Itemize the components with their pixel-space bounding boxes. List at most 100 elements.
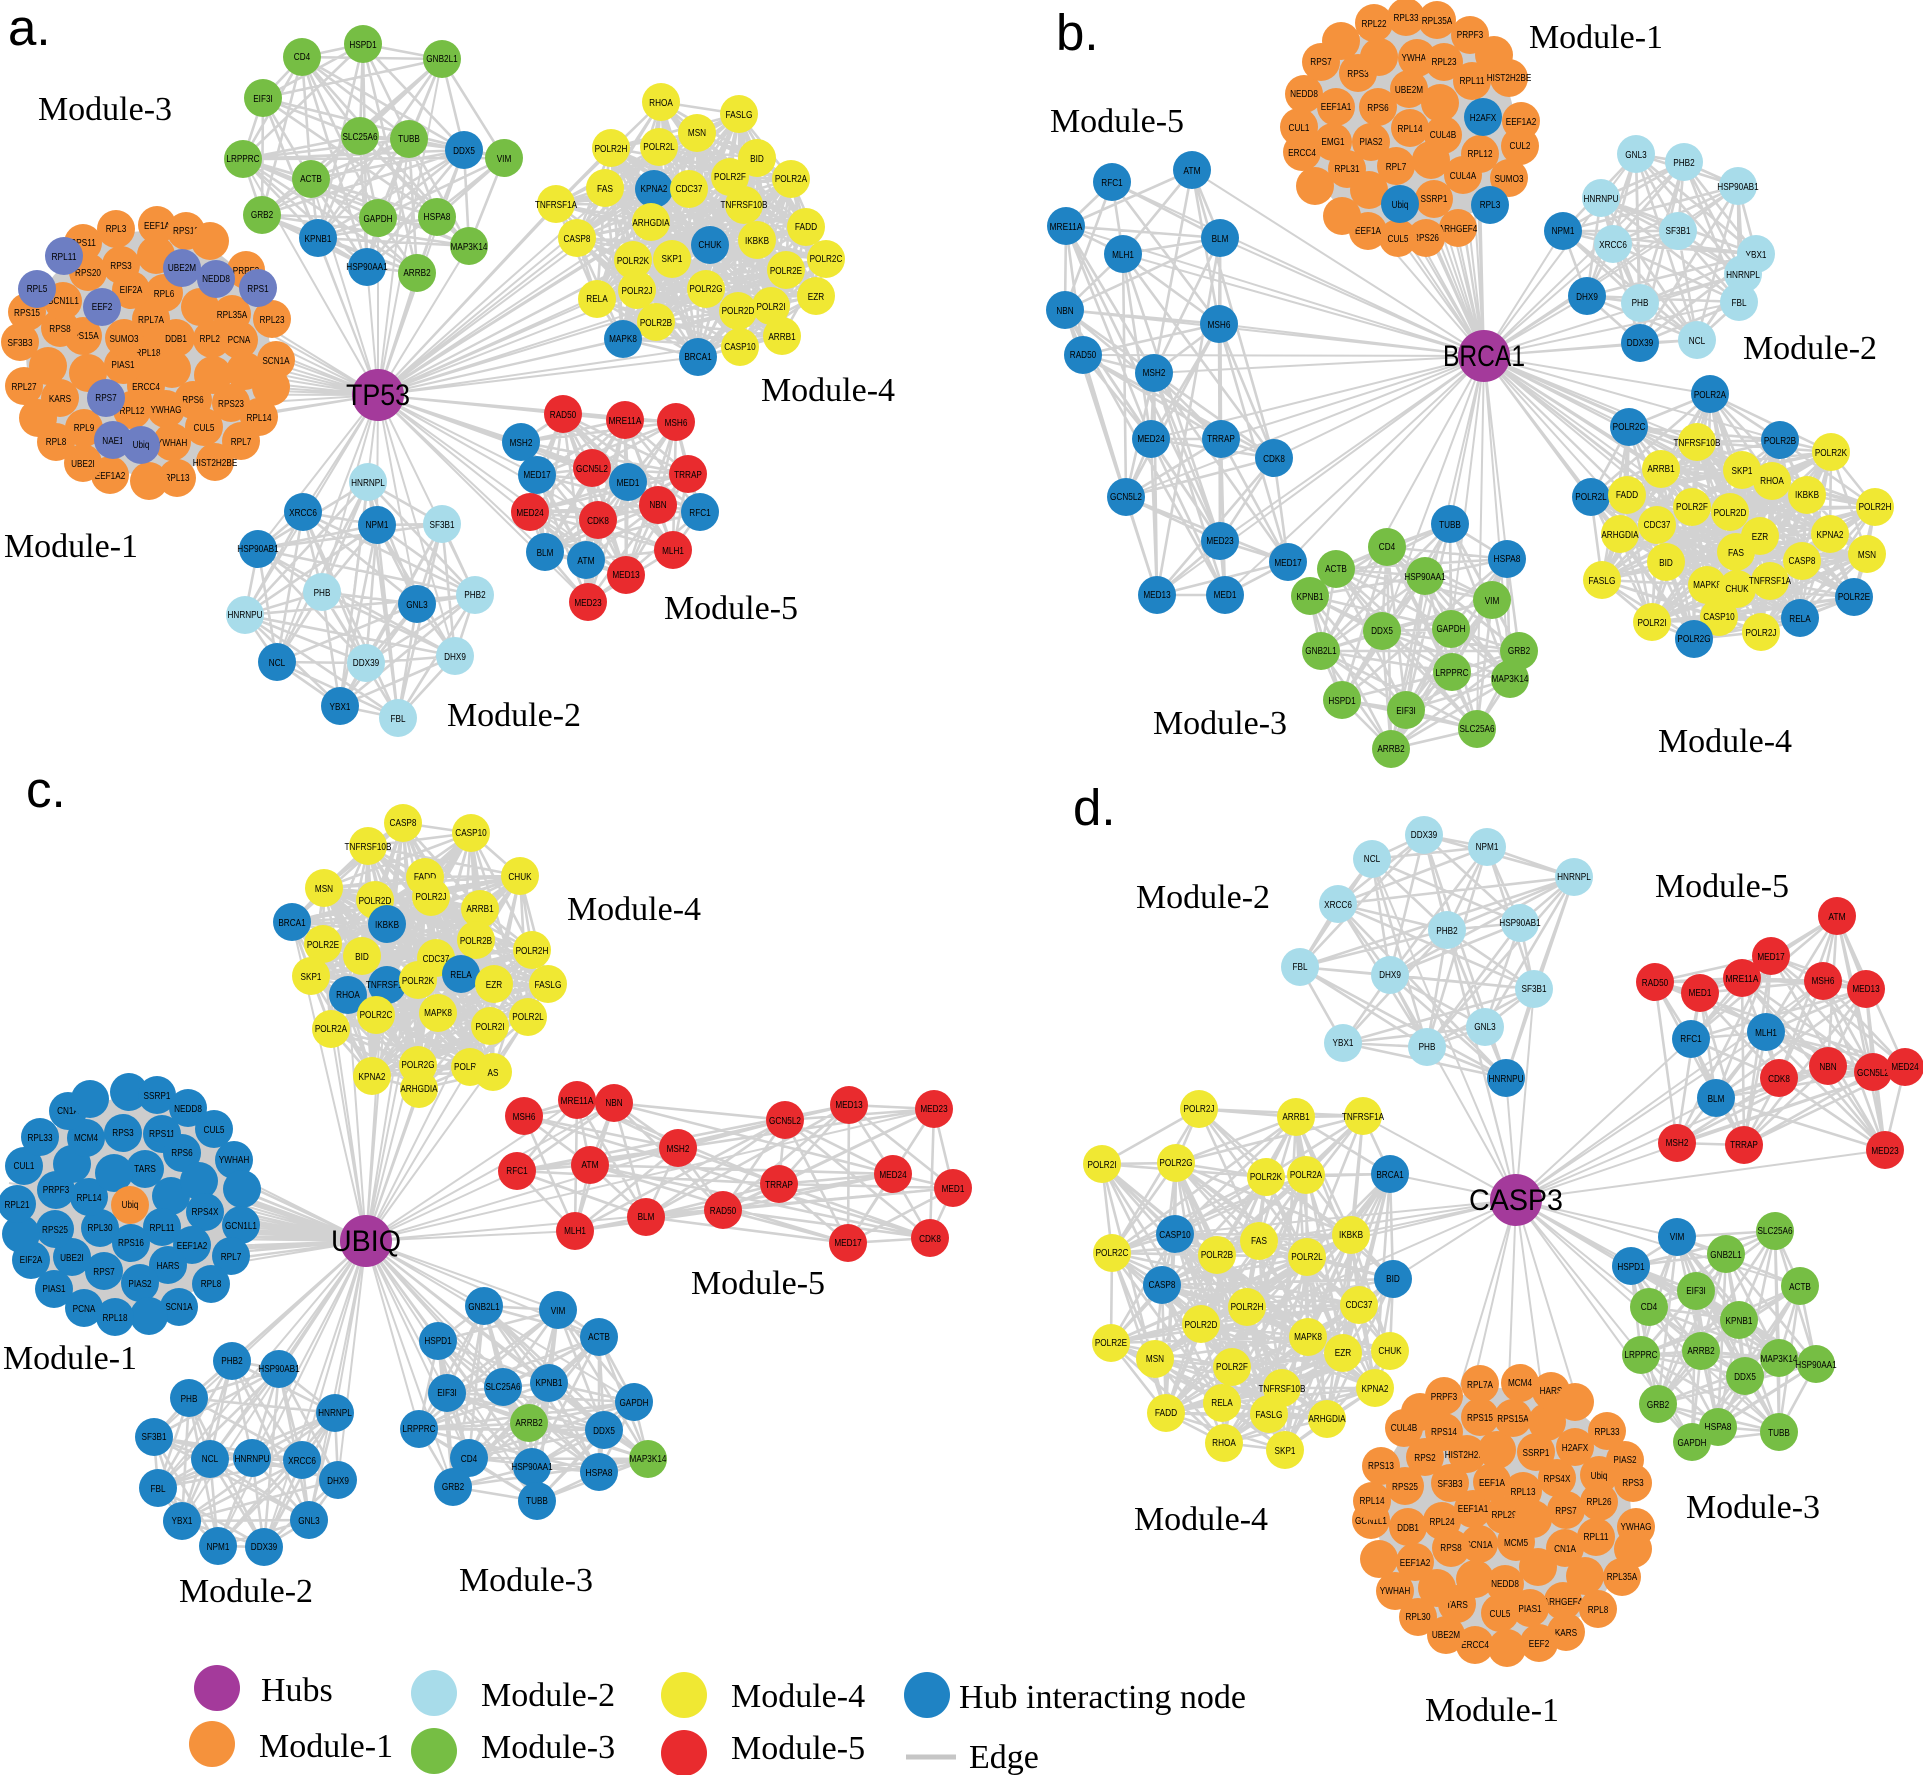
svg-text:c.: c.	[26, 761, 66, 818]
svg-text:FASLG: FASLG	[1589, 575, 1616, 587]
svg-text:CD4: CD4	[1641, 1301, 1658, 1313]
svg-text:UBE2M: UBE2M	[1432, 1629, 1460, 1641]
svg-text:RPS8: RPS8	[49, 323, 71, 335]
svg-text:HSP90AB1: HSP90AB1	[258, 1363, 300, 1375]
svg-text:IKBKB: IKBKB	[1339, 1229, 1363, 1241]
svg-text:ARRB2: ARRB2	[1687, 1345, 1714, 1357]
svg-text:POLR2L: POLR2L	[1291, 1251, 1323, 1263]
svg-text:Module-5: Module-5	[664, 590, 798, 627]
svg-text:RPL29: RPL29	[1492, 1509, 1517, 1521]
svg-text:RFC1: RFC1	[1101, 177, 1123, 189]
svg-text:GNB2L1: GNB2L1	[426, 53, 458, 65]
svg-text:EEF1A2: EEF1A2	[177, 1240, 208, 1252]
svg-text:EIF3I: EIF3I	[437, 1387, 457, 1399]
svg-text:POLR2E: POLR2E	[1838, 591, 1870, 603]
svg-text:YWHAG: YWHAG	[1621, 1521, 1652, 1533]
svg-text:MSN: MSN	[315, 883, 333, 895]
svg-text:RPL9: RPL9	[74, 422, 95, 434]
svg-text:CUL5: CUL5	[1490, 1608, 1511, 1620]
svg-text:FADD: FADD	[1616, 489, 1639, 501]
svg-text:Ubiq: Ubiq	[1591, 1470, 1608, 1482]
svg-text:BID: BID	[1386, 1273, 1400, 1285]
svg-text:EMG1: EMG1	[1321, 136, 1344, 148]
svg-text:MCM4: MCM4	[1508, 1377, 1532, 1389]
svg-text:PCNA: PCNA	[228, 334, 251, 346]
svg-text:RPL33: RPL33	[1394, 12, 1419, 24]
svg-text:CD4: CD4	[461, 1453, 478, 1465]
svg-text:POLR2G: POLR2G	[1677, 633, 1710, 645]
svg-text:Module-4: Module-4	[731, 1678, 865, 1715]
svg-text:DDB1: DDB1	[1397, 1522, 1419, 1534]
svg-text:CASP8: CASP8	[564, 233, 591, 245]
svg-text:XRCC6: XRCC6	[1599, 239, 1627, 251]
svg-text:POLR2B: POLR2B	[460, 935, 492, 947]
svg-text:RPS3: RPS3	[110, 260, 132, 272]
svg-text:RPS1: RPS1	[247, 283, 269, 295]
svg-text:CUL5: CUL5	[194, 422, 215, 434]
svg-text:RPL33: RPL33	[1595, 1426, 1620, 1438]
svg-text:RPS26: RPS26	[1413, 232, 1439, 244]
svg-text:MSN: MSN	[1858, 549, 1876, 561]
svg-text:KPNB1: KPNB1	[1297, 591, 1324, 603]
svg-text:Module-3: Module-3	[459, 1562, 593, 1599]
svg-text:SKP1: SKP1	[1275, 1445, 1296, 1457]
svg-text:MED23: MED23	[1871, 1145, 1898, 1157]
svg-text:MSH6: MSH6	[1812, 975, 1835, 987]
svg-text:POLR2D: POLR2D	[722, 305, 755, 317]
svg-text:POLR2E: POLR2E	[770, 265, 802, 277]
svg-text:UBE2I: UBE2I	[60, 1252, 84, 1264]
svg-text:CUL4A: CUL4A	[1450, 170, 1476, 182]
svg-text:POLR2H: POLR2H	[1231, 1301, 1264, 1313]
svg-text:EEF1A1: EEF1A1	[1458, 1503, 1489, 1515]
svg-text:RPL5: RPL5	[27, 283, 48, 295]
svg-text:Module-4: Module-4	[1658, 723, 1792, 760]
svg-text:RPL23: RPL23	[260, 314, 285, 326]
svg-text:LRPPRC: LRPPRC	[1435, 667, 1469, 679]
svg-text:ARHGEF4: ARHGEF4	[1544, 1596, 1583, 1608]
svg-text:d.: d.	[1073, 779, 1116, 836]
svg-text:Ubiq: Ubiq	[122, 1199, 139, 1211]
svg-text:Module-2: Module-2	[447, 697, 581, 734]
svg-text:RPS2: RPS2	[1414, 1452, 1436, 1464]
svg-text:RPL18: RPL18	[103, 1312, 128, 1324]
svg-text:UBE2M: UBE2M	[1395, 84, 1423, 96]
svg-text:SUMO3: SUMO3	[109, 333, 138, 345]
svg-text:RPS6: RPS6	[182, 394, 204, 406]
svg-text:ARRB1: ARRB1	[1282, 1111, 1309, 1123]
svg-text:PIAS2: PIAS2	[128, 1278, 151, 1290]
svg-text:EEF1A1: EEF1A1	[1321, 101, 1352, 113]
svg-text:BID: BID	[355, 951, 369, 963]
svg-text:RPL11: RPL11	[52, 251, 77, 263]
svg-text:NPM1: NPM1	[1476, 841, 1499, 853]
svg-text:RPL7: RPL7	[231, 436, 252, 448]
svg-text:RPL29: RPL29	[200, 333, 225, 345]
svg-text:POLR2I: POLR2I	[475, 1021, 504, 1033]
svg-text:MLH1: MLH1	[662, 545, 684, 557]
svg-text:IKBKB: IKBKB	[375, 919, 399, 931]
svg-text:H2AFX: H2AFX	[1470, 112, 1496, 124]
svg-text:POLR2G: POLR2G	[401, 1059, 434, 1071]
svg-text:CN1A: CN1A	[1554, 1543, 1576, 1555]
svg-text:MSH2: MSH2	[667, 1143, 690, 1155]
svg-text:POLR2F: POLR2F	[1216, 1361, 1248, 1373]
svg-text:KPNB1: KPNB1	[1726, 1315, 1753, 1327]
svg-text:BLM: BLM	[638, 1211, 655, 1223]
svg-text:NBN: NBN	[1819, 1061, 1836, 1073]
svg-text:POLR2K: POLR2K	[402, 975, 434, 987]
svg-text:EIF2A: EIF2A	[120, 284, 143, 296]
svg-text:PHB2: PHB2	[221, 1355, 243, 1367]
svg-text:MED1: MED1	[1689, 987, 1712, 999]
svg-text:ATM: ATM	[1828, 911, 1845, 923]
svg-text:Module-1: Module-1	[3, 1340, 137, 1377]
svg-text:HSPD1: HSPD1	[349, 39, 376, 51]
svg-text:RPS4X: RPS4X	[192, 1206, 219, 1218]
svg-text:BRCA1: BRCA1	[1376, 1169, 1403, 1181]
svg-text:HNRNPL: HNRNPL	[1726, 269, 1760, 281]
svg-text:DHX9: DHX9	[1379, 969, 1401, 981]
svg-text:YBX1: YBX1	[172, 1515, 193, 1527]
svg-text:GRB2: GRB2	[442, 1481, 464, 1493]
svg-text:TRRAP: TRRAP	[765, 1179, 793, 1191]
svg-text:GNL3: GNL3	[1625, 149, 1647, 161]
svg-text:RPL30: RPL30	[88, 1222, 113, 1234]
svg-text:CD4: CD4	[1379, 541, 1396, 553]
